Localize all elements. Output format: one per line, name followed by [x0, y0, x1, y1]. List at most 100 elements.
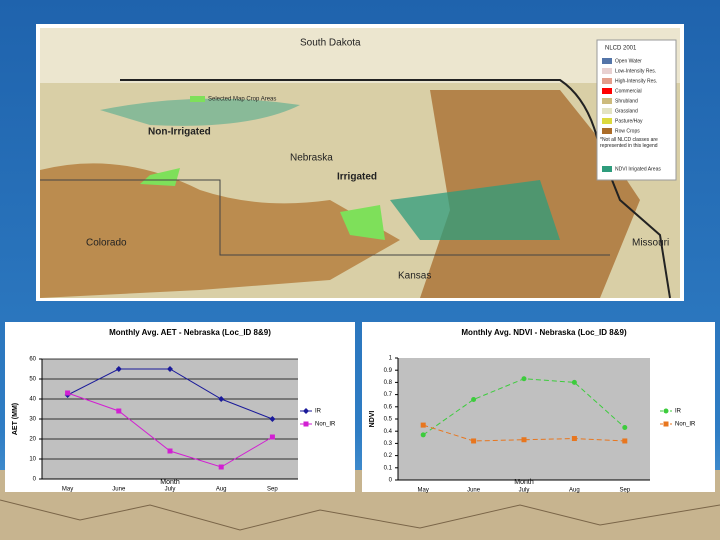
marker — [303, 421, 309, 427]
y-axis-title: AET (MM) — [12, 403, 19, 435]
y-tick-label: 0 — [389, 478, 393, 484]
x-tick-label: Aug — [569, 488, 580, 494]
marker — [116, 408, 122, 414]
marker — [471, 438, 477, 444]
marker — [167, 366, 173, 372]
marker — [269, 416, 276, 422]
map-label: Nebraska — [290, 153, 333, 164]
legend-swatch — [602, 68, 612, 74]
y-tick-label: 0.5 — [384, 417, 393, 423]
legend-note: *Not all NLCD classes are represented in… — [600, 137, 658, 149]
legend-label: Non_IR — [675, 422, 696, 428]
legend-item: Shrubland — [615, 98, 638, 104]
y-tick-label: 0 — [33, 477, 37, 483]
marker — [521, 376, 527, 382]
x-tick-label: May — [418, 488, 429, 494]
x-tick-label: July — [165, 487, 176, 493]
y-tick-label: 60 — [29, 357, 36, 363]
x-tick-label: May — [62, 487, 73, 493]
crop-swatch — [190, 96, 205, 102]
marker — [471, 396, 477, 402]
x-tick-label: Aug — [216, 487, 227, 493]
legend-label: IR — [315, 409, 322, 415]
legend-item: NDVI Irrigated Areas — [615, 166, 661, 172]
x-tick-label: June — [467, 488, 481, 494]
legend-swatch — [602, 118, 612, 124]
legend-swatch — [602, 108, 612, 114]
map-region — [390, 180, 560, 240]
marker — [420, 422, 426, 428]
x-tick-label: Sep — [619, 488, 630, 494]
charts: Monthly Avg. AET - Nebraska (Loc_ID 8&9)… — [5, 322, 715, 494]
map-north — [40, 28, 680, 83]
legend-item: Grassland — [615, 108, 638, 114]
legend-item: Low-Intensity Res. — [615, 68, 656, 74]
x-axis-title: Month — [160, 479, 180, 486]
x-tick-label: July — [519, 488, 530, 494]
legend-item: Commercial — [615, 88, 642, 94]
map-label: Selected Map Crop Areas — [208, 97, 276, 103]
map-label: Irrigated — [337, 172, 377, 183]
marker — [571, 379, 577, 385]
legend-item: High-Intensity Res. — [615, 78, 657, 84]
legend-title: NLCD 2001 — [605, 46, 637, 52]
y-axis-title: NDVI — [369, 411, 376, 428]
y-tick-label: 0.9 — [384, 368, 393, 374]
map-legend: NLCD 2001 Open Water Low-Intensity Res. … — [596, 39, 677, 181]
marker — [571, 436, 577, 442]
legend-item: Open Water — [615, 58, 642, 64]
map-label: Missouri — [632, 238, 669, 249]
marker — [663, 421, 669, 427]
legend-label: Non_IR — [315, 422, 336, 428]
y-tick-label: 0.1 — [384, 465, 393, 471]
map-label: Colorado — [86, 238, 127, 249]
y-tick-label: 20 — [29, 437, 36, 443]
marker — [65, 390, 71, 396]
map-crop — [140, 168, 180, 186]
marker — [663, 408, 669, 414]
series-line — [423, 424, 625, 442]
map-label: South Dakota — [300, 38, 361, 49]
marker — [521, 437, 527, 443]
legend-item: Pasture/Hay — [615, 118, 643, 124]
marker — [115, 366, 122, 372]
marker — [420, 432, 426, 438]
y-tick-label: 0.3 — [384, 441, 393, 447]
y-tick-label: 40 — [29, 397, 36, 403]
y-tick-label: 0.4 — [384, 429, 393, 435]
chart-title: Monthly Avg. AET - Nebraska (Loc_ID 8&9) — [109, 328, 271, 337]
map-label: Kansas — [398, 271, 431, 282]
y-tick-label: 0.7 — [384, 392, 393, 398]
y-tick-label: 0.2 — [384, 453, 393, 459]
legend-swatch — [602, 166, 612, 172]
y-tick-label: 0.6 — [384, 404, 393, 410]
marker — [218, 464, 224, 470]
marker — [218, 396, 225, 402]
legend-label: IR — [675, 409, 682, 415]
map-region — [100, 98, 300, 126]
x-tick-label: Sep — [267, 487, 278, 493]
marker — [622, 438, 628, 444]
y-tick-label: 30 — [29, 417, 36, 423]
legend-swatch — [602, 98, 612, 104]
legend-swatch — [602, 88, 612, 94]
legend-swatch — [602, 58, 612, 64]
legend-item: Row Crops — [615, 128, 640, 134]
marker — [269, 434, 275, 440]
marker — [622, 425, 628, 431]
y-tick-label: 1 — [389, 356, 393, 362]
marker — [167, 448, 173, 454]
x-axis-title: Month — [514, 479, 534, 486]
y-tick-label: 50 — [29, 377, 36, 383]
y-tick-label: 0.8 — [384, 380, 393, 386]
legend-swatch — [602, 78, 612, 84]
legend-note-box: *Not all NLCD classes are represented in… — [600, 137, 658, 149]
chart-title: Monthly Avg. NDVI - Nebraska (Loc_ID 8&9… — [461, 328, 627, 337]
x-tick-label: June — [112, 487, 126, 493]
crack — [0, 499, 720, 531]
map: South Dakota Nebraska Non-Irrigated Irri… — [36, 24, 684, 301]
y-tick-label: 10 — [29, 457, 36, 463]
state-border — [40, 179, 610, 256]
